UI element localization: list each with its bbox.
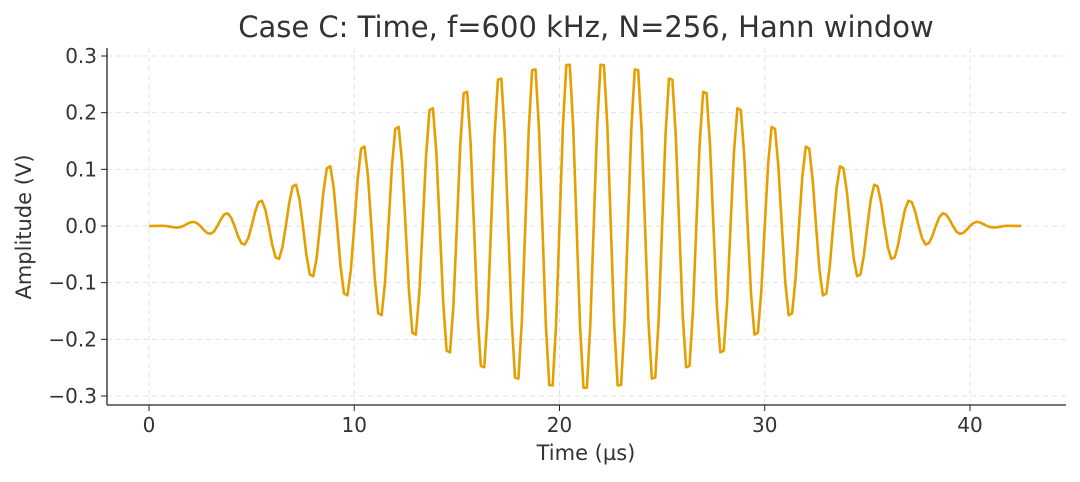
x-tick-label: 0 bbox=[143, 413, 156, 437]
x-tick-label: 20 bbox=[547, 413, 572, 437]
ticks: 0 10 20 30 40 −0.3 −0.2 −0.1 0.0 0.1 0.2 0.3 bbox=[48, 44, 982, 437]
series-line bbox=[148, 63, 1022, 389]
y-tick-label: −0.3 bbox=[48, 384, 97, 408]
y-tick-label: 0.3 bbox=[65, 44, 97, 68]
x-axis-label: Time (µs) bbox=[536, 441, 636, 465]
x-tick-label: 30 bbox=[752, 413, 777, 437]
y-axis-label: Amplitude (V) bbox=[12, 154, 36, 299]
y-tick-label: −0.1 bbox=[48, 271, 97, 295]
x-tick-label: 40 bbox=[957, 413, 982, 437]
x-tick-label: 10 bbox=[342, 413, 367, 437]
y-tick-label: −0.2 bbox=[48, 327, 97, 351]
y-tick-label: 0.1 bbox=[65, 157, 97, 181]
y-tick-label: 0.0 bbox=[65, 214, 97, 238]
grid bbox=[107, 48, 1066, 405]
chart-title: Case C: Time, f=600 kHz, N=256, Hann win… bbox=[238, 10, 934, 44]
y-tick-label: 0.2 bbox=[65, 101, 97, 125]
